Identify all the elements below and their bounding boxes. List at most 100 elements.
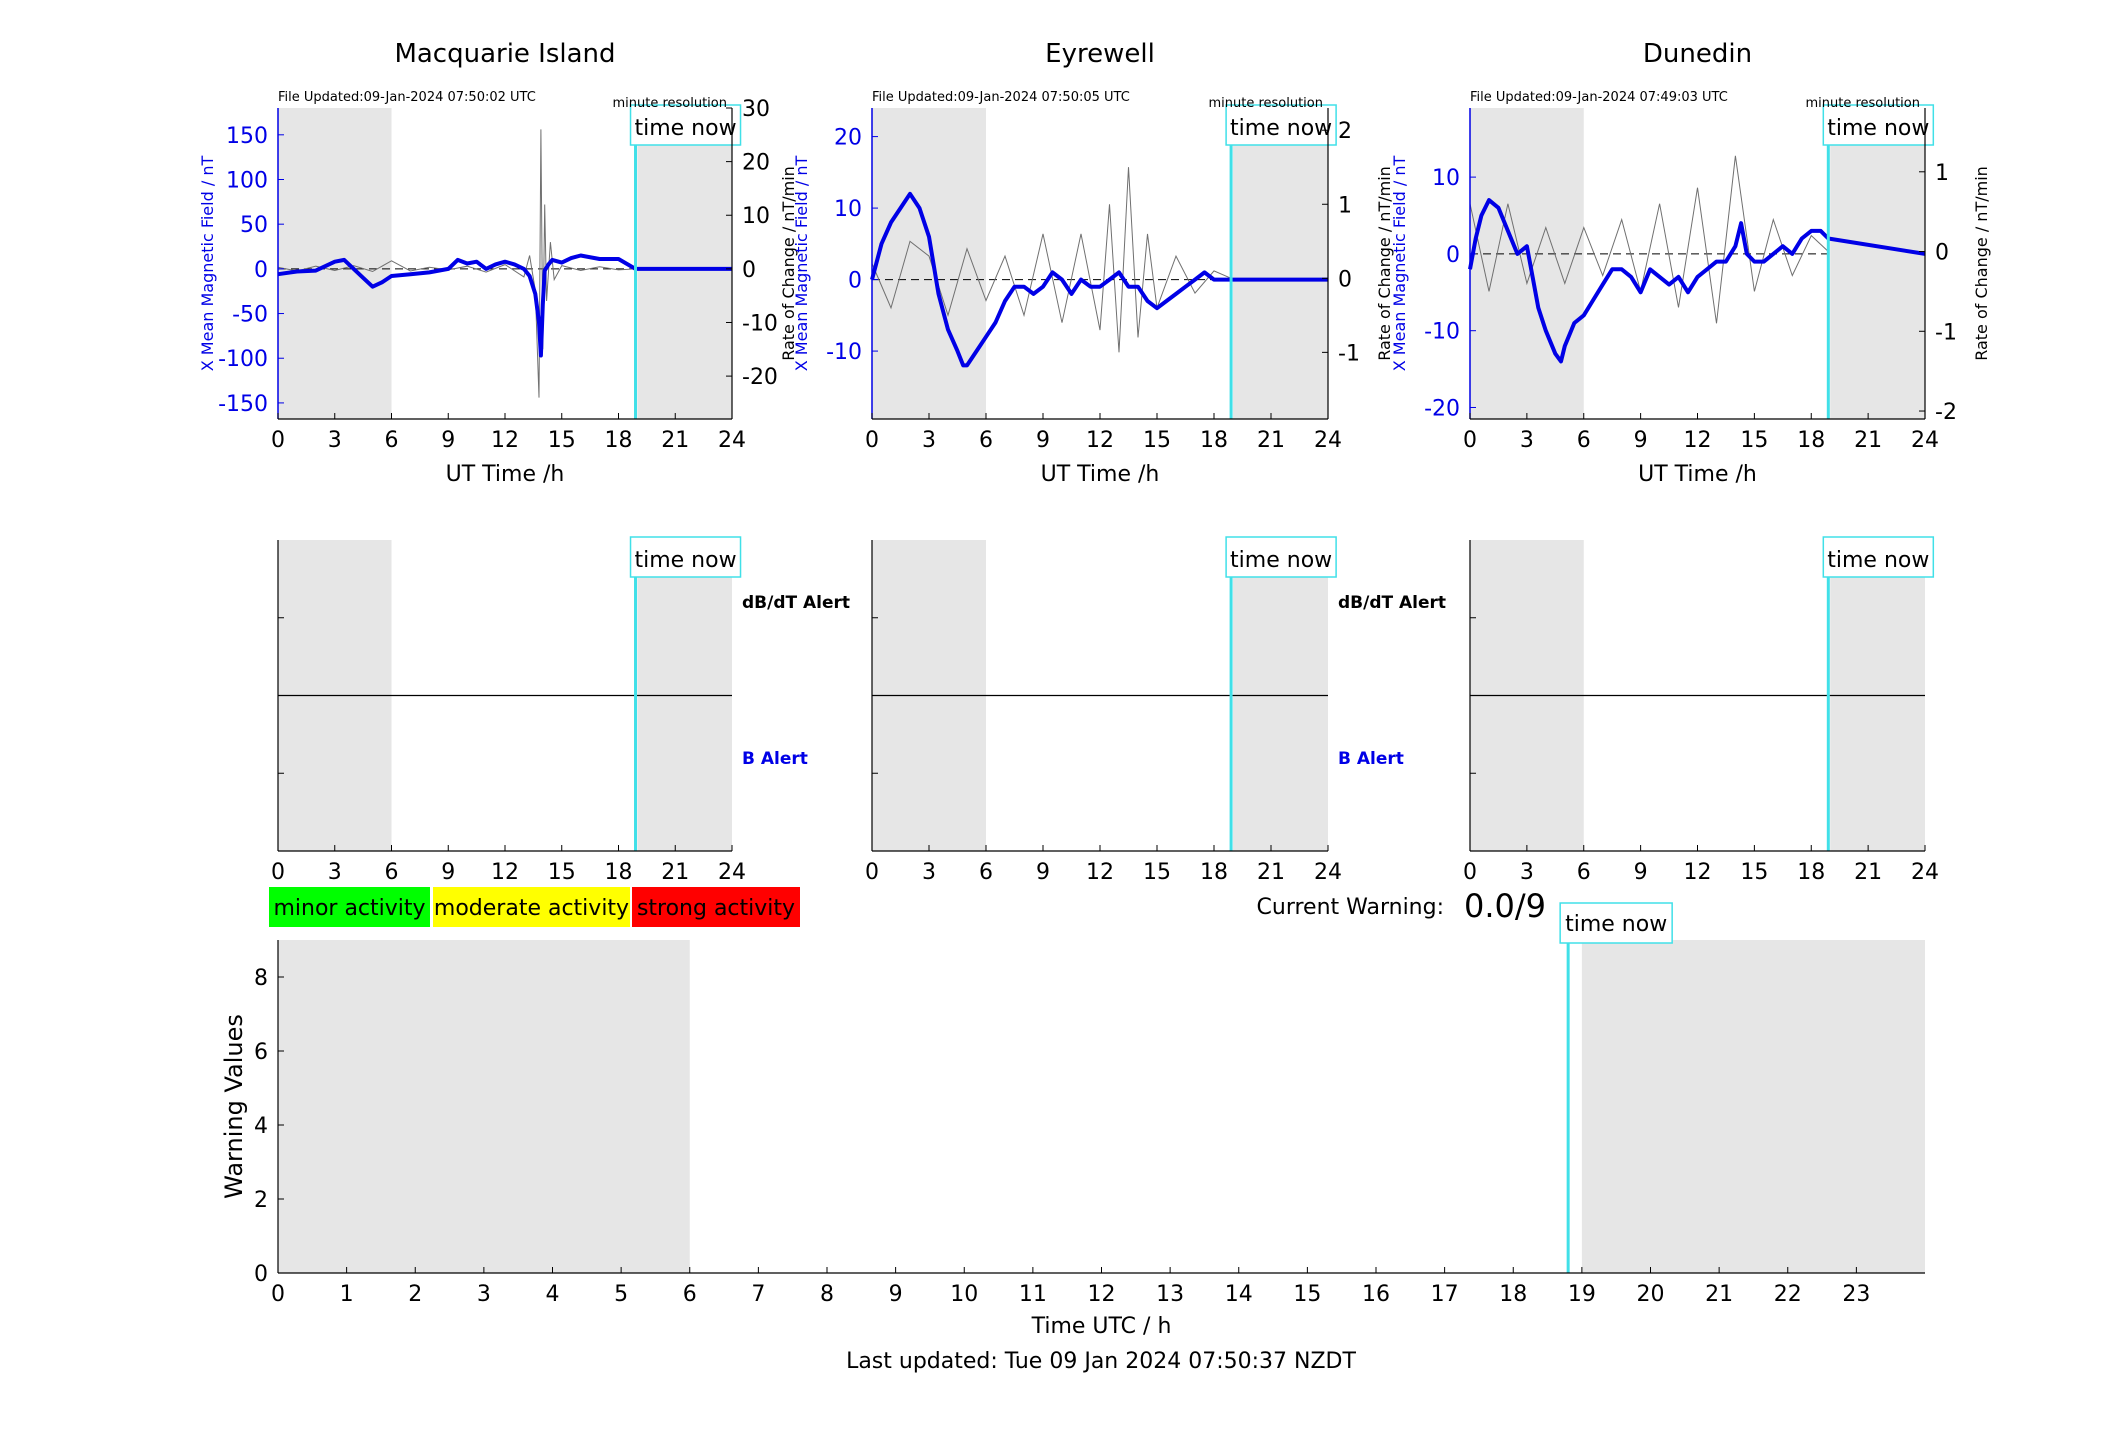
x-tick-label: 17 [1431, 1282, 1459, 1307]
y-tick-label: 0 [848, 269, 862, 294]
file-updated-label: File Updated:09-Jan-2024 07:50:05 UTC [872, 90, 1130, 105]
y-tick-label: -20 [1424, 396, 1460, 421]
y-axis-label-right: Rate of Change / nT/min [1375, 166, 1394, 361]
y-tick-label: 0 [254, 258, 268, 283]
x-axis-label: Time UTC / h [1031, 1314, 1172, 1339]
y-tick-label: -10 [1424, 320, 1460, 345]
x-tick-label: 14 [1225, 1282, 1253, 1307]
y-axis-label: Warning Values [220, 1014, 248, 1199]
y-right-tick-label: 20 [742, 151, 770, 176]
x-tick-label: 13 [1156, 1282, 1184, 1307]
x-axis-label: UT Time /h [1638, 462, 1757, 487]
minute-resolution-label: minute resolution [612, 96, 727, 111]
time-now-box [1225, 104, 1337, 146]
panel-title: Macquarie Island [394, 39, 615, 69]
magnetic-field-line [277, 253, 732, 358]
x-tick-label: 24 [1911, 428, 1939, 453]
y-tick-label: 0 [254, 1262, 268, 1287]
last-updated-label: Last updated: Tue 09 Jan 2024 07:50:37 N… [846, 1349, 1356, 1374]
y-tick-label: 100 [226, 168, 268, 193]
x-axis-label: UT Time /h [1041, 462, 1160, 487]
x-tick-label: 0 [1463, 428, 1477, 453]
time-now-label: time now [1230, 548, 1332, 573]
x-tick-label: 18 [1200, 428, 1228, 453]
x-tick-label: 1 [340, 1282, 354, 1307]
x-tick-label: 21 [1257, 860, 1285, 885]
time-now-label: time now [1230, 116, 1332, 141]
x-tick-label: 6 [1577, 860, 1591, 885]
x-tick-label: 12 [1086, 860, 1114, 885]
night-shade-0 [872, 108, 986, 419]
time-now-label: time now [1565, 912, 1667, 937]
x-tick-label: 2 [408, 1282, 422, 1307]
y-right-tick-label: -20 [742, 365, 778, 390]
night-shade-0 [1470, 108, 1584, 419]
x-tick-label: 3 [1520, 860, 1534, 885]
y-tick-label: 2 [254, 1188, 268, 1213]
x-tick-label: 21 [1854, 860, 1882, 885]
x-tick-label: 21 [661, 860, 689, 885]
x-tick-label: 15 [1143, 428, 1171, 453]
minute-resolution-label: minute resolution [1805, 96, 1920, 111]
x-tick-label: 12 [1684, 860, 1712, 885]
y-tick-label: -50 [232, 303, 268, 328]
y-right-tick-label: 10 [742, 204, 770, 229]
x-tick-label: 11 [1019, 1282, 1047, 1307]
dbdt-alert-label: dB/dT Alert [742, 593, 850, 613]
x-tick-label: 15 [1740, 860, 1768, 885]
time-now-label: time now [1827, 116, 1929, 141]
x-tick-label: 18 [1200, 860, 1228, 885]
y-right-tick-label: 0 [1338, 267, 1352, 292]
time-now-label: time now [634, 548, 736, 573]
current-warning-label: Current Warning: [1257, 895, 1444, 920]
panel-title: Eyrewell [1045, 39, 1155, 69]
x-tick-label: 18 [1797, 860, 1825, 885]
night-shade-1 [1581, 940, 1925, 1273]
y-right-tick-label: -10 [742, 311, 778, 336]
x-tick-label: 6 [979, 428, 993, 453]
x-tick-label: 15 [548, 860, 576, 885]
time-now-box [629, 536, 742, 578]
x-tick-label: 6 [979, 860, 993, 885]
y-tick-label: -10 [826, 340, 862, 365]
x-tick-label: 3 [328, 428, 342, 453]
x-tick-label: 24 [1314, 428, 1342, 453]
x-tick-label: 21 [1854, 428, 1882, 453]
x-tick-label: 21 [1705, 1282, 1733, 1307]
x-tick-label: 12 [1088, 1282, 1116, 1307]
rate-of-change-line [871, 167, 1232, 353]
x-tick-label: 4 [546, 1282, 560, 1307]
x-tick-label: 0 [865, 428, 879, 453]
y-tick-label: -150 [218, 392, 268, 417]
y-right-tick-label: -1 [1935, 320, 1957, 345]
legend-moderate-swatch [433, 887, 630, 927]
x-tick-label: 24 [1911, 860, 1939, 885]
night-shade-0 [278, 940, 690, 1273]
y-tick-label: 20 [834, 126, 862, 151]
magnetic-field-line [1468, 198, 1926, 364]
y-right-tick-label: 0 [742, 258, 756, 283]
x-tick-label: 24 [718, 428, 746, 453]
x-tick-label: 9 [441, 428, 455, 453]
x-tick-label: 22 [1774, 1282, 1802, 1307]
x-tick-label: 18 [605, 428, 633, 453]
x-tick-label: 16 [1362, 1282, 1390, 1307]
x-tick-label: 15 [1143, 860, 1171, 885]
x-tick-label: 0 [271, 1282, 285, 1307]
x-tick-label: 5 [614, 1282, 628, 1307]
x-tick-label: 0 [1463, 860, 1477, 885]
y-tick-label: 4 [254, 1114, 268, 1139]
y-right-tick-label: 0 [1935, 241, 1949, 266]
x-tick-label: 0 [865, 860, 879, 885]
night-shade-1 [1233, 108, 1328, 419]
x-tick-label: 7 [751, 1282, 765, 1307]
x-tick-label: 3 [477, 1282, 491, 1307]
x-tick-label: 20 [1637, 1282, 1665, 1307]
legend-strong-label: strong activity [637, 896, 795, 921]
x-tick-label: 19 [1568, 1282, 1596, 1307]
file-updated-label: File Updated:09-Jan-2024 07:50:02 UTC [278, 90, 536, 105]
x-tick-label: 21 [661, 428, 689, 453]
night-shade-1 [637, 108, 732, 419]
